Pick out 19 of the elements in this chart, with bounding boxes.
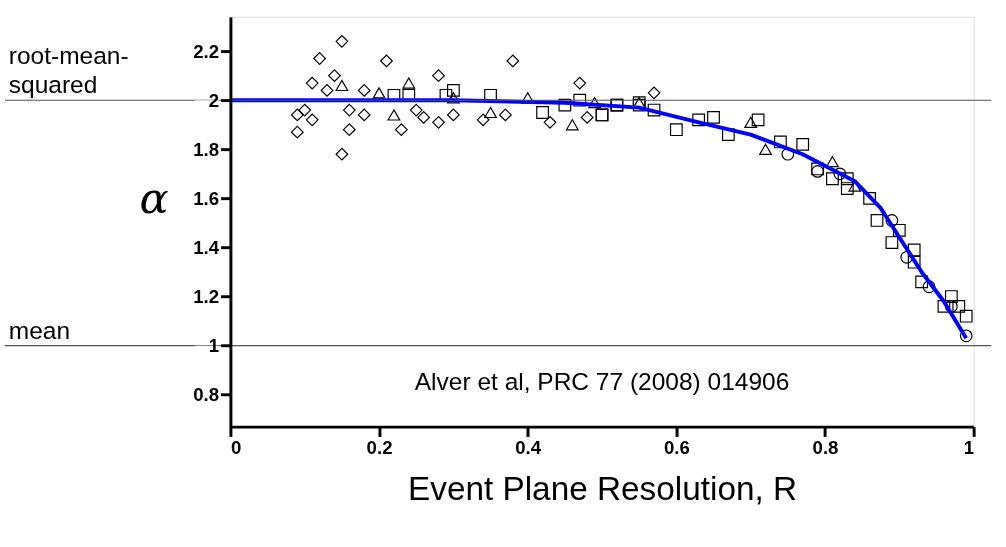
y-tick-label: 1.2 bbox=[193, 285, 220, 307]
y-tick-label: 1 bbox=[208, 335, 220, 357]
annotation: Alver et al, PRC 77 (2008) 014906 bbox=[414, 368, 790, 396]
y-tick-label: 2.2 bbox=[193, 40, 220, 62]
x-tick-label: 0.2 bbox=[366, 436, 393, 458]
y-axis-title: α bbox=[139, 173, 169, 224]
x-tick-label: 0.8 bbox=[812, 436, 839, 458]
y-tick-label: 1.6 bbox=[193, 187, 220, 209]
y-tick-label: 2 bbox=[208, 89, 220, 111]
x-tick-label: 0.4 bbox=[515, 436, 542, 458]
x-tick-label: 0 bbox=[230, 436, 242, 458]
y-tick-label: 1.8 bbox=[193, 138, 220, 160]
y-tick-label: 1.4 bbox=[193, 236, 220, 258]
x-tick-label: 0.6 bbox=[663, 436, 690, 458]
x-axis-title: Event Plane Resolution, R bbox=[407, 469, 798, 507]
ref-line-label: root-mean-squared bbox=[8, 41, 129, 99]
y-tick-label: 0.8 bbox=[193, 384, 220, 406]
ref-line-label: mean bbox=[8, 316, 71, 344]
x-tick-label: 1 bbox=[963, 436, 975, 458]
